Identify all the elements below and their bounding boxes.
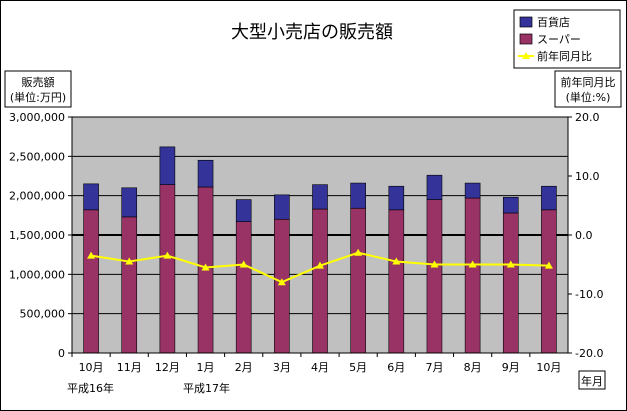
- y-left-tick-label: 500,000: [20, 308, 66, 321]
- legend: 百貨店 スーパー 前年同月比: [513, 9, 621, 69]
- x-tick-label: 8月: [464, 361, 482, 374]
- era-label-h17: 平成17年: [183, 381, 230, 395]
- era-label-h16: 平成16年: [67, 381, 114, 395]
- y-left-tick-label: 3,000,000: [9, 111, 65, 124]
- x-tick-label: 9月: [502, 361, 520, 374]
- x-tick-label: 4月: [311, 361, 329, 374]
- legend-label-yoy: 前年同月比: [537, 49, 592, 63]
- y-left-label: 販売額 (単位:万円): [4, 70, 72, 108]
- bar-supermarket: [312, 208, 328, 354]
- yoy-marker: [316, 261, 324, 269]
- x-tick-label: 7月: [425, 361, 443, 374]
- x-tick-label: 5月: [349, 361, 367, 374]
- yoy-marker: [87, 251, 96, 259]
- bar-department-store: [541, 185, 557, 211]
- y-left-label-line2: (単位:万円): [10, 90, 66, 104]
- x-tick-label: 10月: [79, 361, 104, 374]
- x-tick-labels: 10月 11月 12月 1月 2月 3月 4月 5月 6月 7月 8月 9月 10月: [71, 353, 561, 374]
- bar-department-store: [235, 199, 252, 222]
- y-left-tick-label: 2,500,000: [9, 150, 65, 163]
- y-right-label: 前年同月比 (単位:%): [554, 70, 622, 108]
- y-right-tick-label: -10.0: [575, 288, 603, 301]
- bar-department-store: [388, 185, 405, 211]
- y-left-tick-label: 1,500,000: [9, 229, 65, 242]
- legend-label-department: 百貨店: [537, 15, 570, 29]
- yoy-marker: [201, 263, 210, 271]
- x-axis-label: 年月: [578, 370, 606, 390]
- y-left-tick-label: 0: [58, 347, 65, 360]
- bar-department-store: [121, 187, 138, 218]
- y-right-label-box: [554, 70, 622, 108]
- x-tick-label: 2月: [235, 361, 253, 374]
- legend-marker-yoy: [522, 52, 530, 59]
- x-tick-label: 6月: [387, 361, 405, 374]
- yoy-marker: [392, 257, 401, 265]
- bar-supermarket: [121, 216, 138, 354]
- x-tick-label: 10月: [536, 361, 561, 374]
- yoy-marker: [430, 260, 439, 268]
- bar-supermarket: [235, 221, 252, 354]
- x-tick-label: 11月: [117, 361, 142, 374]
- chart-title: 大型小売店の販売額: [231, 22, 393, 43]
- yoy-marker: [277, 278, 286, 286]
- yoy-marker: [354, 248, 363, 256]
- y-right-tick-label: 0.0: [575, 229, 593, 242]
- legend-swatch-supermarket: [519, 33, 533, 45]
- y-right-label-line2: (単位:%): [566, 90, 611, 104]
- bar-supermarket: [350, 207, 366, 354]
- y-left-label-box: [4, 70, 72, 108]
- bar-department-store: [312, 184, 328, 210]
- bar-supermarket: [274, 218, 290, 354]
- bars-layer: [83, 146, 557, 354]
- bar-department-store: [350, 182, 366, 209]
- bar-department-store: [502, 196, 519, 214]
- x-tick-label: 1月: [197, 361, 215, 374]
- yoy-line-layer: [87, 248, 553, 286]
- bar-department-store: [159, 146, 176, 185]
- bar-department-store: [83, 183, 99, 211]
- x-tick-label: 3月: [273, 361, 291, 374]
- bar-department-store: [197, 159, 214, 188]
- yoy-marker: [544, 261, 553, 269]
- yoy-marker: [163, 251, 172, 259]
- bar-supermarket: [502, 212, 519, 354]
- bar-supermarket: [464, 197, 481, 354]
- y-left-tick-label: 1,000,000: [9, 268, 65, 281]
- yoy-marker: [468, 260, 477, 268]
- yoy-marker: [125, 257, 134, 265]
- legend-swatch-department: [519, 16, 533, 28]
- bar-department-store: [464, 182, 481, 199]
- y-left-label-line1: 販売額: [22, 76, 55, 89]
- yoy-marker: [239, 260, 248, 268]
- y-right-tick-labels: -20.0 -10.0 0.0 10.0 20.0: [568, 111, 603, 360]
- x-axis-label-text: 年月: [581, 374, 603, 388]
- y-left-tick-labels: 0 500,000 1,000,000 1,500,000 2,000,000 2,500…: [9, 111, 72, 360]
- legend-label-supermarket: スーパー: [537, 33, 581, 46]
- y-right-tick-label: -20.0: [575, 347, 603, 360]
- bar-supermarket: [388, 209, 405, 354]
- bar-supermarket: [541, 209, 557, 354]
- y-left-tick-label: 2,000,000: [9, 190, 65, 203]
- bar-supermarket: [159, 184, 176, 354]
- x-axis-label-box: [578, 370, 606, 390]
- y-right-tick-label: 20.0: [575, 111, 600, 124]
- bar-department-store: [274, 194, 290, 220]
- y-right-tick-label: 10.0: [575, 170, 600, 183]
- bar-supermarket: [426, 199, 443, 354]
- bar-department-store: [426, 174, 443, 200]
- x-tick-label: 12月: [155, 361, 180, 374]
- bar-supermarket: [83, 209, 99, 354]
- yoy-marker: [506, 260, 515, 268]
- y-right-label-line1: 前年同月比: [561, 75, 616, 89]
